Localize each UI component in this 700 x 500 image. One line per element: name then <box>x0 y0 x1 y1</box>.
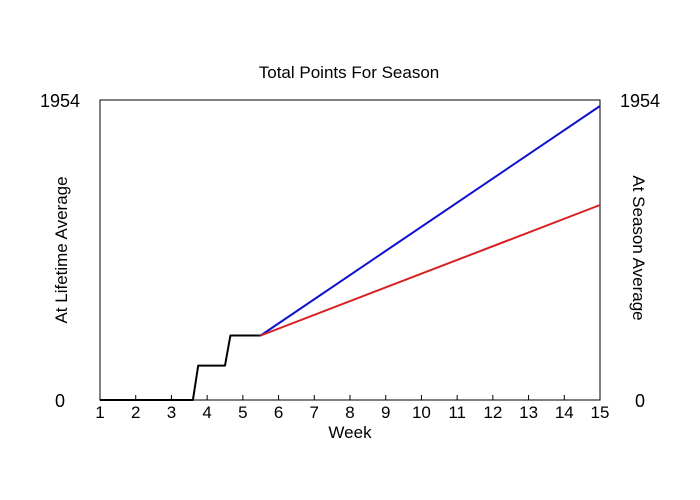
x-tick-label: 3 <box>167 403 176 422</box>
y-left-bottom-tick: 0 <box>55 391 65 411</box>
y-right-top-tick: 1954 <box>620 91 660 111</box>
y-axis-label-left: At Lifetime Average <box>52 176 71 323</box>
x-tick-label: 12 <box>483 403 502 422</box>
x-tick-label: 4 <box>202 403 211 422</box>
x-tick-label: 15 <box>591 403 610 422</box>
y-axis-label-right: At Season Average <box>629 175 648 320</box>
x-tick-label: 6 <box>274 403 283 422</box>
x-tick-label: 8 <box>345 403 354 422</box>
x-tick-label: 7 <box>310 403 319 422</box>
x-tick-label: 5 <box>238 403 247 422</box>
x-tick-label: 1 <box>95 403 104 422</box>
chart-title: Total Points For Season <box>259 63 439 82</box>
x-tick-label: 2 <box>131 403 140 422</box>
y-right-bottom-tick: 0 <box>635 391 645 411</box>
plot-frame <box>99 99 601 401</box>
x-tick-label: 9 <box>381 403 390 422</box>
series-line-lifetime <box>260 105 601 337</box>
series-line-season <box>260 204 601 337</box>
x-tick-label: 14 <box>555 403 574 422</box>
x-tick-label: 13 <box>519 403 538 422</box>
series-layer <box>100 105 601 401</box>
x-tick-label: 11 <box>448 403 466 422</box>
x-ticks: 1 2 3 4 5 6 7 8 9 10 11 12 13 14 15 <box>95 395 609 422</box>
series-line-actual <box>100 334 261 401</box>
x-axis-label: Week <box>328 423 372 442</box>
x-tick-label: 10 <box>412 403 431 422</box>
y-left-top-tick: 1954 <box>40 91 80 111</box>
